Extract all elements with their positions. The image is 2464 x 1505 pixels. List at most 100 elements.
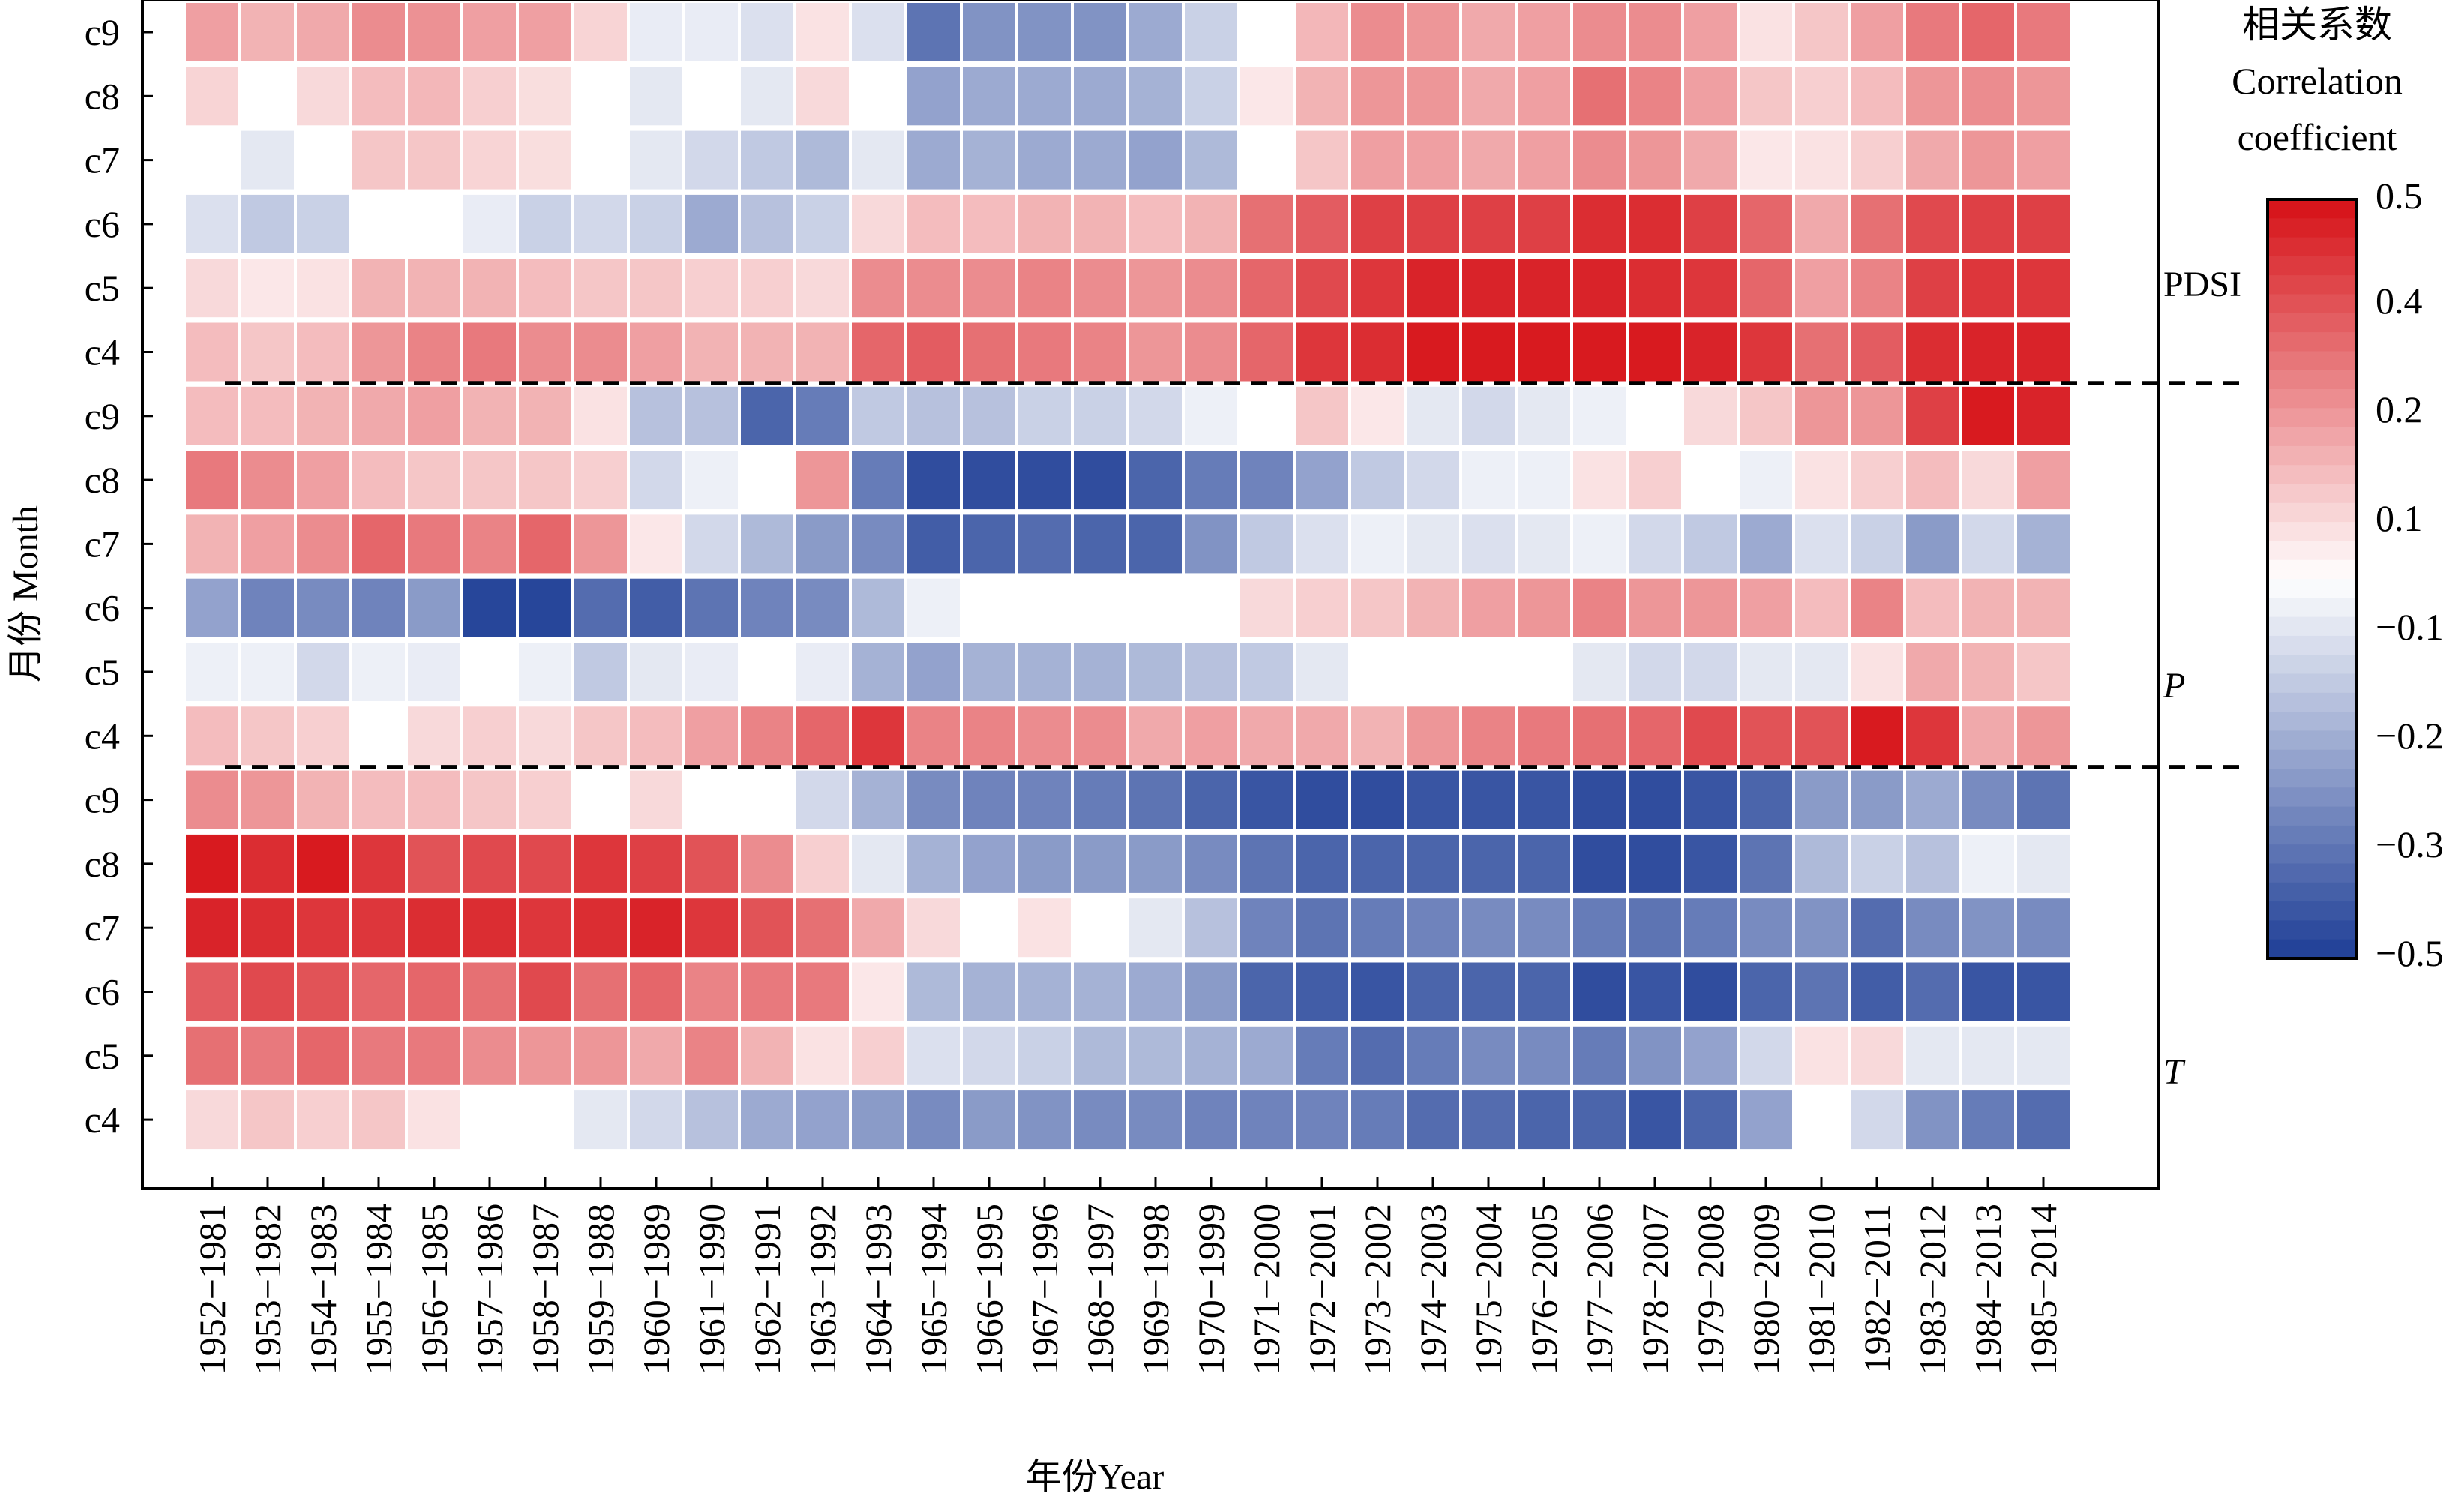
- heatmap-cell: [2017, 3, 2070, 61]
- heatmap-cell: [1185, 3, 1237, 61]
- heatmap-cell: [963, 259, 1015, 318]
- heatmap-cell: [1296, 67, 1348, 126]
- colorbar-segment: [2268, 313, 2356, 333]
- heatmap-cell: [241, 386, 294, 445]
- heatmap-cell: [1462, 962, 1515, 1021]
- heatmap-cell: [1906, 451, 1959, 510]
- heatmap-cell: [352, 770, 405, 829]
- colorbar-segment: [2268, 882, 2356, 902]
- colorbar: 相关系数 Correlation coefficient 0.50.40.20.…: [2232, 4, 2444, 974]
- heatmap-cell: [1962, 451, 2014, 510]
- heatmap-cell: [852, 3, 904, 61]
- heatmap-cell: [1629, 706, 1681, 766]
- heatmap-cell: [1740, 386, 1792, 445]
- x-tick-label: 1954−1983: [302, 1204, 344, 1375]
- heatmap-cell: [1740, 706, 1792, 766]
- heatmap-cell: [685, 770, 738, 829]
- colorbar-segment: [2268, 635, 2356, 655]
- colorbar-segment: [2268, 294, 2356, 314]
- group-label: T: [2163, 1052, 2186, 1092]
- heatmap-cell: [297, 643, 349, 701]
- heatmap-cell: [1795, 67, 1848, 126]
- colorbar-segment: [2268, 920, 2356, 940]
- heatmap-cell: [186, 322, 238, 382]
- heatmap-cell: [741, 962, 793, 1021]
- heatmap-cell: [685, 578, 738, 637]
- heatmap-cell: [1906, 770, 1959, 829]
- colorbar-segment: [2268, 559, 2356, 580]
- heatmap-cell: [1185, 578, 1237, 637]
- heatmap-cell: [852, 1090, 904, 1150]
- heatmap-cell: [741, 643, 793, 701]
- heatmap-cell: [463, 643, 516, 701]
- heatmap-cell: [1296, 898, 1348, 958]
- heatmap-cell: [408, 386, 460, 445]
- heatmap-cell: [297, 1090, 349, 1150]
- colorbar-segment: [2268, 863, 2356, 883]
- heatmap-cell: [1462, 1026, 1515, 1085]
- x-tick-label: 1960−1989: [635, 1204, 677, 1375]
- heatmap-cell: [1740, 578, 1792, 637]
- heatmap-cell: [352, 578, 405, 637]
- heatmap-cell: [463, 706, 516, 766]
- heatmap-cell: [186, 3, 238, 61]
- heatmap-cell: [352, 706, 405, 766]
- heatmap-cell: [1296, 386, 1348, 445]
- heatmap-cell: [1573, 578, 1626, 637]
- y-tick-label: c9: [85, 395, 120, 437]
- heatmap-cell: [1074, 898, 1126, 958]
- heatmap-cell: [463, 962, 516, 1021]
- heatmap-cell: [1296, 451, 1348, 510]
- heatmap-cell: [1018, 130, 1071, 190]
- heatmap-cell: [1074, 578, 1126, 637]
- heatmap-cell: [1074, 643, 1126, 701]
- heatmap-cell: [907, 194, 960, 253]
- heatmap-cell: [1573, 962, 1626, 1021]
- heatmap-cell: [186, 898, 238, 958]
- heatmap-cell: [1906, 194, 1959, 253]
- colorbar-title-line-2: Correlation: [2232, 60, 2403, 102]
- heatmap-cell: [1851, 3, 1903, 61]
- x-tick-label: 1982−2011: [1856, 1204, 1898, 1373]
- heatmap-cell: [241, 67, 294, 126]
- heatmap-cell: [1573, 259, 1626, 318]
- heatmap-cell: [741, 322, 793, 382]
- heatmap-cell: [241, 1026, 294, 1085]
- heatmap-cell: [685, 130, 738, 190]
- heatmap-cell: [574, 386, 627, 445]
- heatmap-cell: [1906, 130, 1959, 190]
- heatmap-cell: [1906, 898, 1959, 958]
- colorbar-segment: [2268, 502, 2356, 523]
- heatmap-cell: [741, 3, 793, 61]
- y-tick-label: c7: [85, 907, 120, 949]
- colorbar-segment: [2268, 730, 2356, 751]
- heatmap-cell: [1462, 643, 1515, 701]
- heatmap-cell: [1351, 706, 1404, 766]
- heatmap-cell: [1240, 1090, 1293, 1150]
- heatmap-cell: [519, 643, 571, 701]
- heatmap-cell: [1851, 322, 1903, 382]
- x-tick-label: 1980−2009: [1745, 1204, 1787, 1375]
- heatmap-cell: [907, 770, 960, 829]
- heatmap-cell: [241, 451, 294, 510]
- colorbar-tick-label: 0.4: [2376, 280, 2423, 322]
- x-tick-label: 1962−1991: [746, 1204, 788, 1375]
- heatmap-cell: [1795, 706, 1848, 766]
- y-tick-label: c4: [85, 331, 120, 373]
- colorbar-segment: [2268, 389, 2356, 409]
- y-tick-label: c7: [85, 139, 120, 181]
- heatmap-cell: [685, 1090, 738, 1150]
- heatmap-cell: [1795, 834, 1848, 893]
- heatmap-cell: [1573, 898, 1626, 958]
- heatmap-cell: [1185, 770, 1237, 829]
- colorbar-segment: [2268, 408, 2356, 428]
- heatmap-cell: [1795, 1026, 1848, 1085]
- colorbar-segment: [2268, 218, 2356, 238]
- heatmap-cell: [2017, 706, 2070, 766]
- heatmap-cell: [1240, 643, 1293, 701]
- heatmap-cell: [352, 514, 405, 574]
- heatmap-cell: [1629, 130, 1681, 190]
- heatmap-cell: [1629, 1090, 1681, 1150]
- heatmap-cell: [1518, 514, 1570, 574]
- heatmap-cell: [963, 386, 1015, 445]
